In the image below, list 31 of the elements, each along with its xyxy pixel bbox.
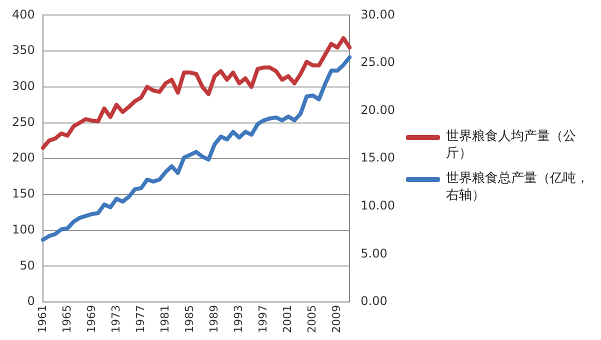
x-tick-label: 1985	[183, 305, 196, 334]
x-tick-label: 2005	[306, 305, 319, 334]
x-tick-label: 1961	[36, 305, 49, 334]
y2-tick-label: 25.00	[360, 55, 396, 70]
legend-label: 世界粮食人均产量（公斤）	[446, 128, 577, 162]
y-tick-label: 300	[12, 79, 35, 94]
x-tick-label: 2009	[330, 305, 344, 334]
x-tick-label: 1965	[60, 305, 74, 334]
x-tick-label: 1997	[256, 305, 270, 334]
y-tick-label: 100	[12, 222, 35, 236]
x-tick-label: 1993	[232, 305, 246, 334]
y-tick-label: 50	[20, 258, 35, 272]
x-tick-label: 1977	[134, 305, 147, 334]
y2-tick-label: 0.00	[360, 294, 388, 308]
y2-tick-label: 15.00	[360, 150, 396, 165]
y-tick-label: 350	[12, 43, 35, 58]
x-tick-label: 1969	[84, 305, 98, 334]
x-tick-label: 1973	[109, 305, 122, 334]
y2-tick-label: 30.00	[360, 7, 396, 22]
y-tick-label: 0	[27, 294, 35, 308]
y2-tick-label: 5.00	[360, 246, 388, 260]
y-tick-label: 250	[12, 114, 35, 129]
y-tick-label: 150	[12, 186, 35, 201]
x-tick-label: 2001	[281, 305, 294, 334]
y2-tick-label: 20.00	[360, 102, 396, 117]
x-tick-label: 1981	[158, 305, 172, 334]
y-tick-label: 400	[12, 7, 35, 22]
y-tick-label: 200	[12, 150, 35, 165]
y2-tick-label: 10.00	[360, 198, 396, 213]
legend-label: 世界粮食总产量（亿吨，右轴）	[446, 170, 590, 204]
x-tick-label: 1989	[208, 305, 221, 334]
